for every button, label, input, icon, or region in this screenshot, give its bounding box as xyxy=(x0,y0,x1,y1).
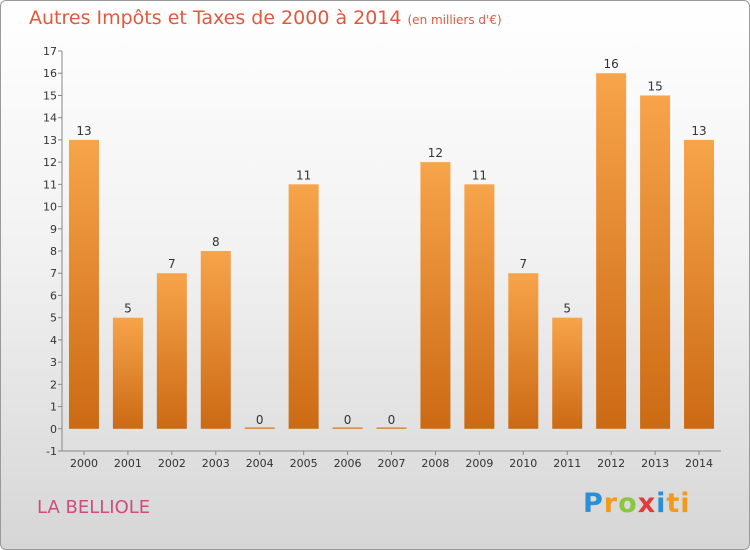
bar xyxy=(156,273,187,429)
y-tick-label: 3 xyxy=(50,356,57,369)
bar-value-label: 15 xyxy=(647,79,662,93)
logo-letter: ti xyxy=(666,488,691,519)
bar xyxy=(112,317,143,429)
y-tick-label: -1 xyxy=(46,445,57,458)
bar-value-label: 11 xyxy=(472,168,487,182)
y-tick-label: 2 xyxy=(50,378,57,391)
y-tick-label: 12 xyxy=(43,156,57,169)
chart-title: Autres Impôts et Taxes de 2000 à 2014 (en… xyxy=(29,7,502,29)
bar-value-label: 12 xyxy=(428,146,443,160)
y-tick-label: 9 xyxy=(50,223,57,236)
bar-value-label: 0 xyxy=(256,413,264,427)
bar xyxy=(376,427,407,429)
bar-value-label: 8 xyxy=(212,235,220,249)
y-tick-label: 1 xyxy=(50,401,57,414)
x-tick-label: 2004 xyxy=(246,457,274,470)
bar-value-label: 0 xyxy=(388,413,396,427)
logo-letter: i xyxy=(656,488,667,519)
y-tick-label: 7 xyxy=(50,267,57,280)
logo-letter: x xyxy=(637,488,657,519)
bar xyxy=(244,427,275,429)
y-tick-label: 17 xyxy=(43,45,57,58)
y-tick-label: 14 xyxy=(43,112,57,125)
y-tick-label: 8 xyxy=(50,245,57,258)
x-tick-label: 2003 xyxy=(202,457,230,470)
bar xyxy=(420,162,451,429)
commune-name: LA BELLIOLE xyxy=(37,497,151,518)
x-tick-label: 2001 xyxy=(114,457,142,470)
bar xyxy=(640,95,671,429)
bar-value-label: 5 xyxy=(124,302,132,316)
chart-title-text: Autres Impôts et Taxes de 2000 à 2014 xyxy=(29,7,402,29)
x-tick-label: 2011 xyxy=(553,457,581,470)
bar xyxy=(464,184,495,429)
y-tick-label: 15 xyxy=(43,89,57,102)
x-tick-label: 2013 xyxy=(641,457,669,470)
bar-value-label: 13 xyxy=(691,124,706,138)
bar-value-label: 5 xyxy=(563,302,571,316)
x-tick-label: 2002 xyxy=(158,457,186,470)
x-tick-label: 2006 xyxy=(334,457,362,470)
bar-value-label: 13 xyxy=(76,124,91,138)
logo-letter: r xyxy=(603,488,619,519)
bar xyxy=(684,139,715,429)
y-tick-label: 16 xyxy=(43,67,57,80)
bar xyxy=(68,139,99,429)
bar xyxy=(288,184,319,429)
y-tick-label: 11 xyxy=(43,178,57,191)
x-tick-label: 2007 xyxy=(378,457,406,470)
y-tick-label: 0 xyxy=(50,423,57,436)
x-tick-label: 2005 xyxy=(290,457,318,470)
bar-value-label: 7 xyxy=(168,257,176,271)
x-tick-label: 2012 xyxy=(597,457,625,470)
bar-value-label: 11 xyxy=(296,168,311,182)
proxiti-logo[interactable]: Proxiti xyxy=(583,488,691,519)
bar xyxy=(200,251,231,429)
y-tick-label: 4 xyxy=(50,334,57,347)
chart-subtitle: (en milliers d'€) xyxy=(407,13,502,27)
x-tick-label: 2010 xyxy=(509,457,537,470)
x-tick-label: 2008 xyxy=(421,457,449,470)
y-tick-label: 10 xyxy=(43,201,57,214)
logo-letter: o xyxy=(618,488,638,519)
bar xyxy=(596,73,627,429)
bar-value-label: 16 xyxy=(604,57,619,71)
x-tick-label: 2014 xyxy=(685,457,713,470)
logo-letter: P xyxy=(583,488,604,519)
y-tick-label: 6 xyxy=(50,289,57,302)
bar xyxy=(332,427,363,429)
y-tick-label: 5 xyxy=(50,312,57,325)
bar-value-label: 0 xyxy=(344,413,352,427)
bar xyxy=(552,317,583,429)
x-tick-label: 2000 xyxy=(70,457,98,470)
x-tick-label: 2009 xyxy=(465,457,493,470)
bar xyxy=(508,273,539,429)
y-tick-label: 13 xyxy=(43,134,57,147)
bar-value-label: 7 xyxy=(519,257,527,271)
